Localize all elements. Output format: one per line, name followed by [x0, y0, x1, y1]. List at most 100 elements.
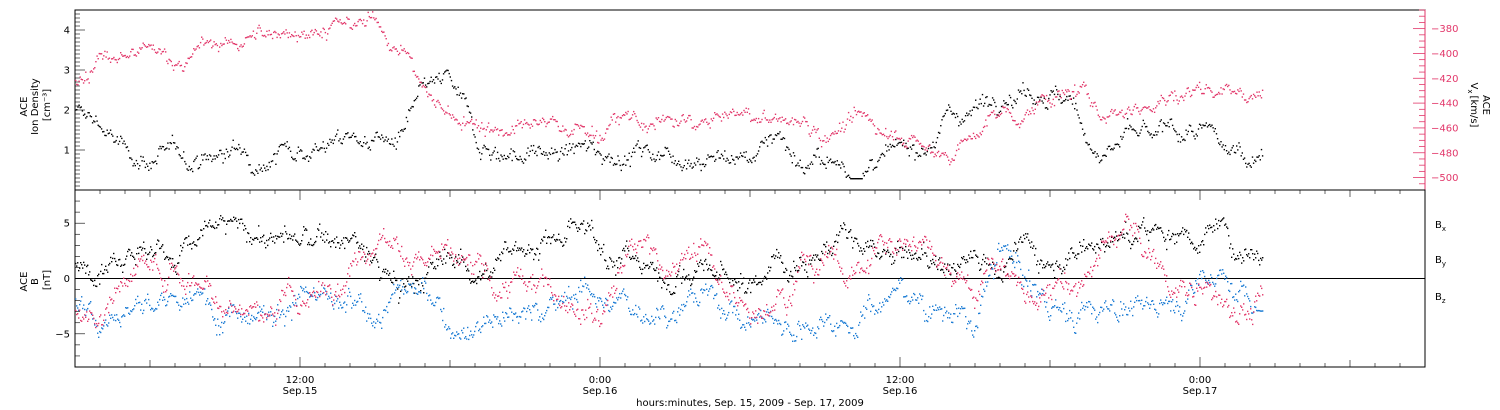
bz-series-point: [285, 294, 287, 297]
ion-density-series-point: [503, 154, 505, 157]
by-series-point: [1032, 284, 1034, 286]
ion-density-series-point: [1117, 144, 1120, 146]
bx-series-point: [1193, 248, 1195, 250]
ion-density-series-point: [755, 155, 757, 157]
bx-series-point: [577, 230, 579, 232]
by-series-point: [162, 299, 164, 301]
vx-series-point: [441, 108, 444, 110]
ion-density-series-point: [1107, 145, 1110, 148]
by-series-point: [1195, 280, 1197, 282]
by-series-point: [522, 310, 524, 312]
by-series-point: [1038, 294, 1040, 296]
vx-series-point: [568, 134, 571, 137]
bx-series-point: [795, 269, 797, 272]
ion-density-series-point: [1223, 148, 1225, 151]
bz-series-point: [111, 298, 113, 300]
bx-series-point: [91, 279, 93, 282]
ion-density-series-point: [1221, 146, 1223, 148]
bx-series-point: [393, 270, 395, 272]
by-series-point: [165, 305, 167, 307]
vx-series-point: [500, 129, 502, 131]
ion-density-series-point: [1250, 166, 1252, 168]
vx-series-point: [765, 119, 768, 121]
ion-density-series-point: [905, 142, 907, 145]
bx-series-point: [502, 252, 504, 255]
by-series-point: [950, 313, 952, 315]
by-series-point: [316, 299, 318, 301]
ion-density-series-point: [156, 163, 158, 165]
by-series-point: [726, 317, 728, 319]
vx-series-point: [654, 128, 656, 131]
vx-series-point: [1102, 116, 1104, 118]
ion-density-series-point: [310, 157, 312, 159]
ion-density-series-point: [585, 150, 588, 152]
bz-series-point: [365, 262, 367, 265]
ion-density-series-point: [790, 155, 792, 157]
vx-series-point: [1176, 99, 1178, 101]
by-series-point: [161, 292, 163, 294]
vx-series-point: [351, 28, 354, 30]
vx-series-point: [1096, 109, 1098, 111]
vx-series-point: [235, 43, 238, 46]
ion-density-series-point: [486, 148, 489, 150]
bz-series-point: [348, 267, 350, 269]
bx-series-point: [146, 258, 148, 260]
vx-series-point: [629, 118, 631, 120]
by-series-point: [199, 294, 201, 296]
vx-series-point: [541, 117, 544, 119]
by-series-point: [91, 313, 93, 316]
vx-series-point: [296, 41, 298, 43]
bz-series-point: [464, 259, 466, 261]
by-series-point: [1240, 280, 1242, 283]
bx-series-point: [612, 266, 614, 268]
by-series-point: [1095, 318, 1097, 320]
ion-density-series-point: [340, 142, 342, 144]
bx-series-point: [287, 238, 289, 240]
ion-density-series-point: [422, 82, 424, 84]
ion-density-series-point: [1099, 160, 1102, 162]
vx-series-point: [474, 123, 476, 126]
bx-series-point: [314, 241, 316, 244]
vx-series-point: [531, 125, 534, 127]
bx-series-point: [479, 270, 481, 273]
by-series-point: [227, 310, 229, 312]
bz-series-point: [424, 264, 426, 266]
bx-series-point: [770, 266, 772, 269]
bx-series-point: [1191, 241, 1193, 243]
ion-density-series-point: [765, 139, 768, 141]
bz-series-point: [460, 261, 462, 263]
bx-series-point: [405, 285, 407, 287]
bx-series-point: [1059, 264, 1061, 266]
bz-series-point: [129, 280, 131, 283]
vx-series-point: [1249, 96, 1251, 98]
ion-density-series-point: [294, 158, 296, 160]
vx-series-point: [888, 136, 890, 138]
bz-series-point: [383, 228, 385, 230]
by-series-point: [694, 293, 696, 295]
vx-series-point: [419, 81, 421, 83]
vx-series-point: [160, 53, 162, 55]
ion-density-series-point: [522, 162, 525, 164]
ion-density-series-point: [944, 112, 946, 115]
ion-density-series-point: [1139, 132, 1141, 134]
by-series-point: [806, 325, 808, 327]
ion-density-series-point: [165, 148, 167, 150]
vx-series-point: [1025, 111, 1027, 114]
by-series-point: [945, 312, 947, 314]
bx-series-point: [759, 281, 761, 284]
by-series-point: [405, 290, 407, 292]
by-series-point: [1148, 303, 1150, 306]
bx-series-point: [1090, 245, 1092, 247]
vx-series-point: [707, 123, 709, 126]
bz-series-point: [81, 320, 83, 322]
bx-series-point: [99, 283, 101, 285]
bz-series-point: [172, 264, 174, 266]
vx-series-point: [343, 21, 346, 24]
by-series-point: [343, 302, 345, 304]
ion-density-series-point: [631, 151, 634, 153]
bx-series-point: [624, 250, 626, 252]
by-series-point: [224, 321, 226, 323]
by-series-point: [960, 308, 962, 310]
ion-density-series-point: [625, 164, 627, 166]
ion-density-series-point: [1054, 85, 1057, 87]
